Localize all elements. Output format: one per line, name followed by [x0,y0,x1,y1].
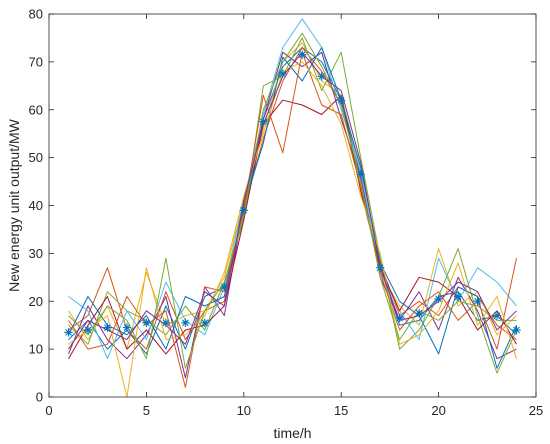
series-line-11 [68,32,517,369]
mean-marker [356,170,365,179]
mean-marker [259,117,268,126]
mean-marker [337,95,346,105]
mean-marker [298,50,307,59]
y-tick-label: 50 [29,150,43,165]
y-tick-label: 60 [29,102,43,117]
x-tick-label: 5 [143,403,150,418]
mean-marker [395,313,404,323]
mean-marker [375,263,385,272]
mean-marker [142,318,151,327]
series-line-8 [68,47,517,369]
mean-marker [161,318,171,327]
mean-marker [434,294,443,304]
x-tick-label: 0 [45,403,52,418]
tick-layer: 0 5 10 15 20 25 0 10 20 30 40 50 60 70 80 [29,7,544,419]
y-tick-label: 80 [29,7,43,22]
mean-marker [103,323,112,332]
mean-marker [200,318,210,327]
mean-marker [83,325,93,335]
x-axis-label: time/h [273,425,311,441]
y-tick-label: 20 [29,294,43,309]
y-tick-label: 70 [29,54,43,69]
x-tick-label: 20 [431,403,445,418]
y-tick-label: 10 [29,342,43,357]
series-line-12 [68,51,517,350]
x-tick-label: 10 [237,403,251,418]
mean-marker [317,72,326,81]
mean-marker [181,318,190,327]
x-tick-label: 15 [334,403,348,418]
mean-marker [414,309,424,318]
mean-marker [64,328,73,337]
mean-marker [512,325,521,335]
y-tick-label: 0 [36,390,43,405]
mean-marker [473,297,482,306]
y-tick-label: 40 [29,198,43,213]
series-line-4 [68,51,517,379]
mean-marker [239,206,248,215]
series-line-10 [68,61,517,398]
x-tick-label: 25 [529,403,543,418]
y-tick-label: 30 [29,246,43,261]
mean-marker [220,282,229,292]
series-line-3 [68,42,517,350]
marker-layer [64,50,521,337]
mean-marker [492,311,502,320]
y-axis-label: New energy unit output/MW [6,118,22,292]
series-layer [68,18,517,398]
mean-marker [122,323,132,332]
mean-marker [278,69,287,79]
series-line-6 [68,18,517,360]
series-line-9 [68,51,517,388]
mean-marker [453,292,463,301]
